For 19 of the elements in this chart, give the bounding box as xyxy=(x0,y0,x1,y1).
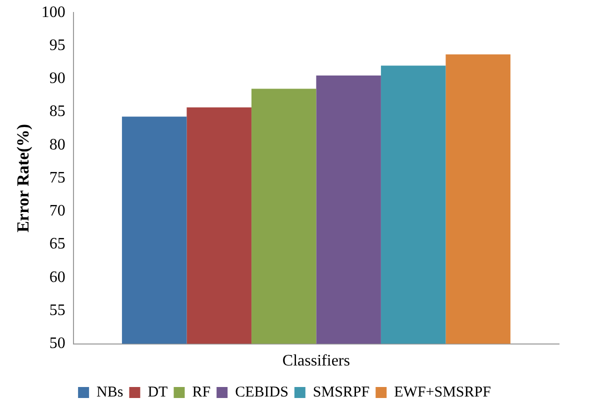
y-tick-label: 85 xyxy=(49,103,66,120)
y-axis-title: Error Rate(%) xyxy=(14,124,33,232)
legend-label: NBs xyxy=(96,384,124,400)
y-tick-label: 60 xyxy=(49,268,66,286)
y-tick-label: 75 xyxy=(49,169,66,186)
y-tick-label: 80 xyxy=(49,136,66,154)
y-tick-label: 70 xyxy=(49,202,66,220)
legend-label: CEBIDS xyxy=(235,384,288,400)
y-tick-label: 100 xyxy=(41,4,66,21)
legend-label: DT xyxy=(148,384,168,400)
y-tick-label: 50 xyxy=(49,335,66,352)
y-tick-label: 95 xyxy=(49,36,66,54)
legend-label: EWF+SMSRPF xyxy=(394,384,491,400)
legend-label: RF xyxy=(192,384,211,400)
y-tick-label: 65 xyxy=(49,236,66,253)
y-tick-label: 90 xyxy=(49,70,66,88)
y-tick-label: 55 xyxy=(49,302,66,319)
legend-label: SMSRPF xyxy=(312,384,370,400)
x-tick-label: Classifiers xyxy=(282,352,350,370)
